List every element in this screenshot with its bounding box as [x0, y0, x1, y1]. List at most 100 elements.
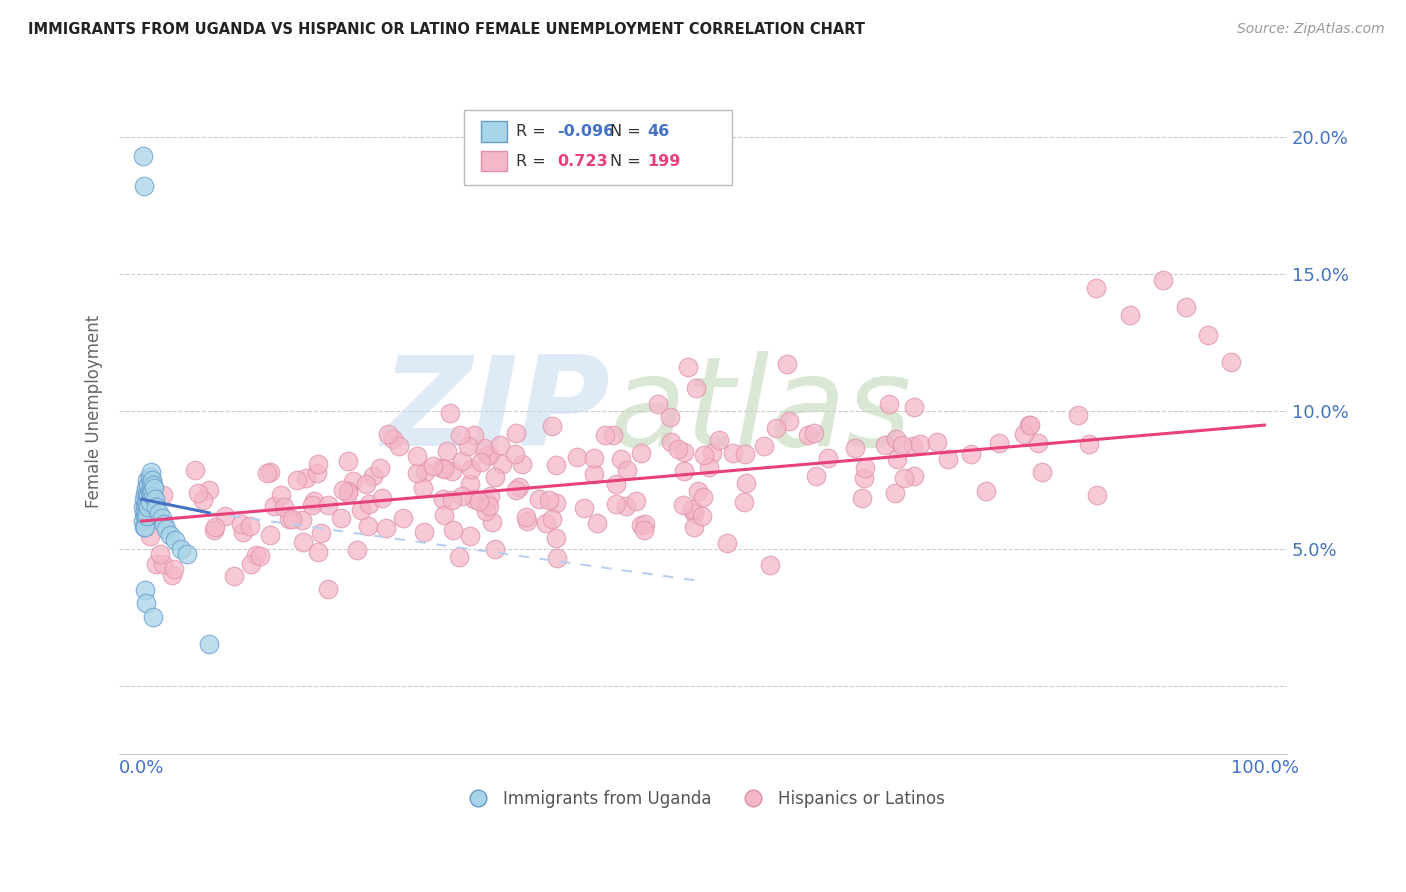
- Point: [851, 491, 873, 505]
- Point: [292, 535, 315, 549]
- Point: [1219, 355, 1241, 369]
- Point: [697, 460, 720, 475]
- Point: [634, 517, 657, 532]
- Point: [1085, 488, 1108, 502]
- Point: [797, 428, 820, 442]
- Point: [368, 460, 391, 475]
- Point: [630, 445, 652, 459]
- Point: [700, 445, 723, 459]
- Point: [886, 451, 908, 466]
- Point: [673, 445, 696, 459]
- Point: [432, 491, 454, 506]
- Point: [155, 522, 177, 536]
- Point: [630, 517, 652, 532]
- Point: [159, 528, 181, 542]
- Point: [270, 488, 292, 502]
- Point: [605, 477, 627, 491]
- Point: [204, 520, 226, 534]
- Point: [245, 549, 267, 563]
- Point: [139, 529, 162, 543]
- Point: [307, 458, 329, 472]
- Point: [1197, 327, 1219, 342]
- Point: [541, 419, 564, 434]
- Point: [342, 474, 364, 488]
- Point: [585, 516, 607, 530]
- Point: [143, 492, 166, 507]
- Point: [804, 468, 827, 483]
- Point: [231, 516, 253, 531]
- Text: R =: R =: [516, 153, 557, 169]
- Point: [259, 466, 281, 480]
- Text: ZIP: ZIP: [381, 351, 610, 472]
- Point: [659, 434, 682, 449]
- Point: [544, 496, 567, 510]
- Point: [138, 470, 160, 484]
- Point: [256, 467, 278, 481]
- Point: [927, 434, 949, 449]
- Point: [610, 451, 633, 466]
- Point: [148, 506, 170, 520]
- Point: [273, 500, 295, 515]
- Point: [291, 513, 314, 527]
- Point: [139, 486, 162, 500]
- Point: [388, 439, 411, 453]
- Point: [138, 489, 160, 503]
- Point: [136, 508, 159, 523]
- Point: [197, 483, 219, 497]
- Point: [682, 506, 704, 520]
- Point: [1085, 281, 1108, 295]
- Point: [685, 381, 707, 395]
- Point: [505, 425, 527, 440]
- Point: [135, 495, 157, 509]
- Point: [478, 448, 501, 462]
- Point: [132, 492, 155, 507]
- Point: [721, 446, 744, 460]
- Point: [458, 476, 481, 491]
- Point: [222, 568, 245, 582]
- Point: [988, 436, 1011, 450]
- Point: [489, 438, 512, 452]
- Point: [433, 508, 456, 522]
- Point: [301, 499, 323, 513]
- Point: [165, 533, 187, 548]
- FancyBboxPatch shape: [464, 110, 733, 185]
- Text: atlas: atlas: [610, 351, 912, 472]
- Point: [510, 457, 533, 471]
- Point: [683, 520, 706, 534]
- Point: [139, 465, 162, 479]
- Point: [142, 610, 165, 624]
- Point: [240, 557, 263, 571]
- Point: [901, 439, 924, 453]
- Point: [136, 473, 159, 487]
- Point: [152, 488, 174, 502]
- Point: [463, 491, 485, 506]
- Point: [1067, 408, 1090, 422]
- Point: [280, 512, 302, 526]
- Point: [132, 149, 155, 163]
- Point: [441, 464, 464, 478]
- Point: [132, 179, 155, 194]
- Point: [484, 470, 506, 484]
- Point: [436, 444, 458, 458]
- Point: [349, 503, 371, 517]
- Point: [681, 501, 703, 516]
- Point: [413, 524, 436, 539]
- Point: [974, 483, 997, 498]
- Point: [138, 500, 160, 515]
- Point: [593, 428, 616, 442]
- Point: [960, 447, 983, 461]
- Point: [337, 486, 360, 500]
- Point: [440, 493, 463, 508]
- Point: [884, 486, 907, 500]
- Point: [1018, 417, 1040, 432]
- Point: [412, 481, 434, 495]
- Point: [134, 486, 156, 500]
- Point: [678, 360, 700, 375]
- Text: -0.096: -0.096: [557, 124, 614, 139]
- Point: [893, 471, 915, 485]
- Point: [458, 529, 481, 543]
- Point: [430, 461, 453, 475]
- Point: [1119, 309, 1142, 323]
- Point: [1152, 273, 1174, 287]
- Point: [439, 406, 461, 420]
